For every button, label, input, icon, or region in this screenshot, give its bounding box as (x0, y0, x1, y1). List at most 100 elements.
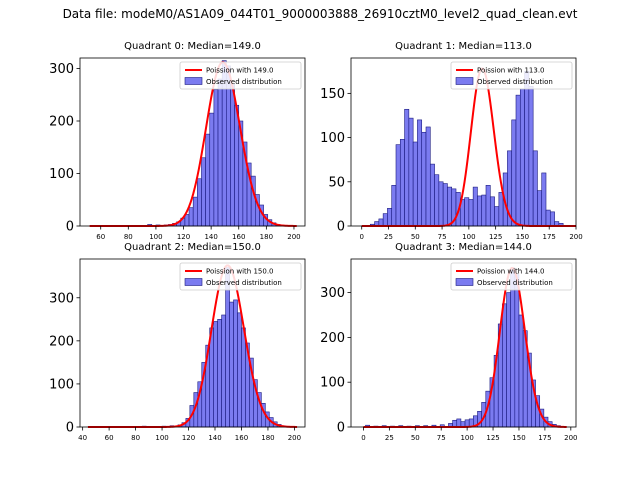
histogram-bar (510, 267, 516, 428)
histogram-bar (438, 181, 444, 227)
histogram-bar (464, 197, 470, 227)
x-tick-label: 200 (288, 434, 301, 442)
legend-box (179, 61, 302, 90)
y-tick-label: 150 (320, 87, 345, 102)
legend-bars-swatch (455, 77, 474, 85)
x-tick-label: 125 (486, 434, 499, 442)
histogram-bar (545, 209, 551, 227)
histogram-bar (229, 301, 234, 428)
histogram-bar (506, 292, 511, 428)
histogram-bar (481, 194, 487, 227)
axes-frame (79, 258, 306, 428)
x-tick-label: 0 (359, 233, 363, 241)
legend-bars-swatch (455, 278, 474, 286)
x-tick-label: 40 (78, 434, 87, 442)
histogram-bar (519, 88, 525, 227)
histogram-bar (188, 207, 194, 227)
subplot-title: Quadrant 2: Median=150.0 (124, 242, 261, 253)
histogram-bar (184, 214, 190, 227)
axes-frame (350, 57, 577, 227)
histogram-bar (514, 274, 520, 428)
x-tick-label: 120 (177, 233, 190, 241)
x-tick-label: 50 (411, 434, 420, 442)
histogram-bar (201, 157, 206, 227)
x-tick-label: 100 (155, 434, 168, 442)
subplot-title: Quadrant 0: Median=149.0 (124, 41, 261, 52)
histogram-bar (429, 163, 435, 227)
histogram-bar (230, 83, 235, 227)
axes-frame (350, 258, 577, 428)
histogram-bar (192, 196, 198, 227)
x-tick-label: 140 (208, 434, 221, 442)
histogram-bar (233, 299, 238, 428)
x-tick-label: 100 (460, 434, 473, 442)
histogram-bar (404, 108, 410, 227)
y-tick-label: 200 (320, 331, 345, 346)
x-tick-label: 125 (489, 233, 502, 241)
legend-curve-label: Poission with 113.0 (477, 67, 545, 75)
poisson-curve (363, 266, 567, 428)
legend-bars-label: Observed distribution (206, 78, 282, 86)
y-tick-label: 100 (49, 167, 74, 182)
histogram-bar (434, 174, 440, 227)
histogram-bar (511, 119, 517, 227)
histogram-bar (217, 78, 223, 227)
x-tick-label: 150 (512, 434, 525, 442)
x-tick-label: 180 (260, 233, 273, 241)
histogram-bar (226, 65, 231, 227)
x-tick-label: 25 (384, 233, 393, 241)
histogram-bar (378, 218, 384, 227)
histogram-bar (456, 418, 462, 428)
x-tick-label: 180 (261, 434, 274, 442)
x-tick-label: 60 (96, 233, 105, 241)
x-tick-label: 75 (437, 434, 446, 442)
histogram-bar (472, 186, 478, 227)
legend-box (450, 61, 573, 90)
x-tick-label: 200 (564, 434, 577, 442)
histogram-bar (515, 94, 521, 227)
y-tick-label: 50 (328, 175, 345, 190)
histogram-bar (417, 119, 423, 227)
x-tick-label: 80 (124, 233, 133, 241)
x-tick-label: 160 (232, 233, 245, 241)
histogram-bar (442, 183, 448, 227)
y-tick-label: 200 (49, 115, 74, 130)
figure-suptitle: Data file: modeM0/AS1A09_044T01_90000038… (62, 7, 578, 21)
y-tick-label: 100 (320, 376, 345, 391)
histogram-bar (489, 196, 495, 227)
legend-curve-label: Poission with 150.0 (206, 268, 274, 276)
histogram-bar (477, 195, 483, 227)
histogram-bar (399, 139, 405, 227)
subplot-title: Quadrant 1: Median=113.0 (395, 41, 532, 52)
histogram-bar (217, 319, 222, 428)
histogram-bar (382, 213, 388, 227)
x-tick-label: 120 (182, 434, 195, 442)
y-tick-label: 0 (66, 421, 74, 436)
x-tick-label: 175 (538, 434, 551, 442)
histogram-bar (395, 144, 401, 227)
histogram-bar (447, 186, 453, 227)
histogram-bar (549, 211, 555, 227)
histogram-bar (412, 141, 418, 227)
y-tick-label: 200 (49, 334, 74, 349)
histogram-bar (421, 131, 427, 227)
legend-box (179, 262, 302, 291)
legend-curve-label: Poission with 144.0 (477, 268, 545, 276)
y-tick-label: 100 (49, 377, 74, 392)
subplot-quadrant-0: Quadrant 0: Median=149.0 60 80 100 120 140 160… (49, 41, 306, 241)
x-tick-label: 100 (149, 233, 162, 241)
x-tick-label: 80 (131, 434, 140, 442)
histogram-bar (391, 185, 397, 227)
histogram-bar (528, 85, 534, 227)
histogram-bar (209, 112, 215, 227)
histogram-bar (213, 321, 218, 428)
y-tick-label: 100 (320, 131, 345, 146)
histogram-bar (502, 303, 507, 428)
histogram-bar (468, 199, 474, 227)
histogram-bar (537, 190, 543, 227)
histogram-bar (494, 206, 500, 227)
histogram-bar (237, 312, 242, 428)
y-tick-label: 0 (337, 421, 345, 436)
histogram-bar (387, 208, 393, 227)
